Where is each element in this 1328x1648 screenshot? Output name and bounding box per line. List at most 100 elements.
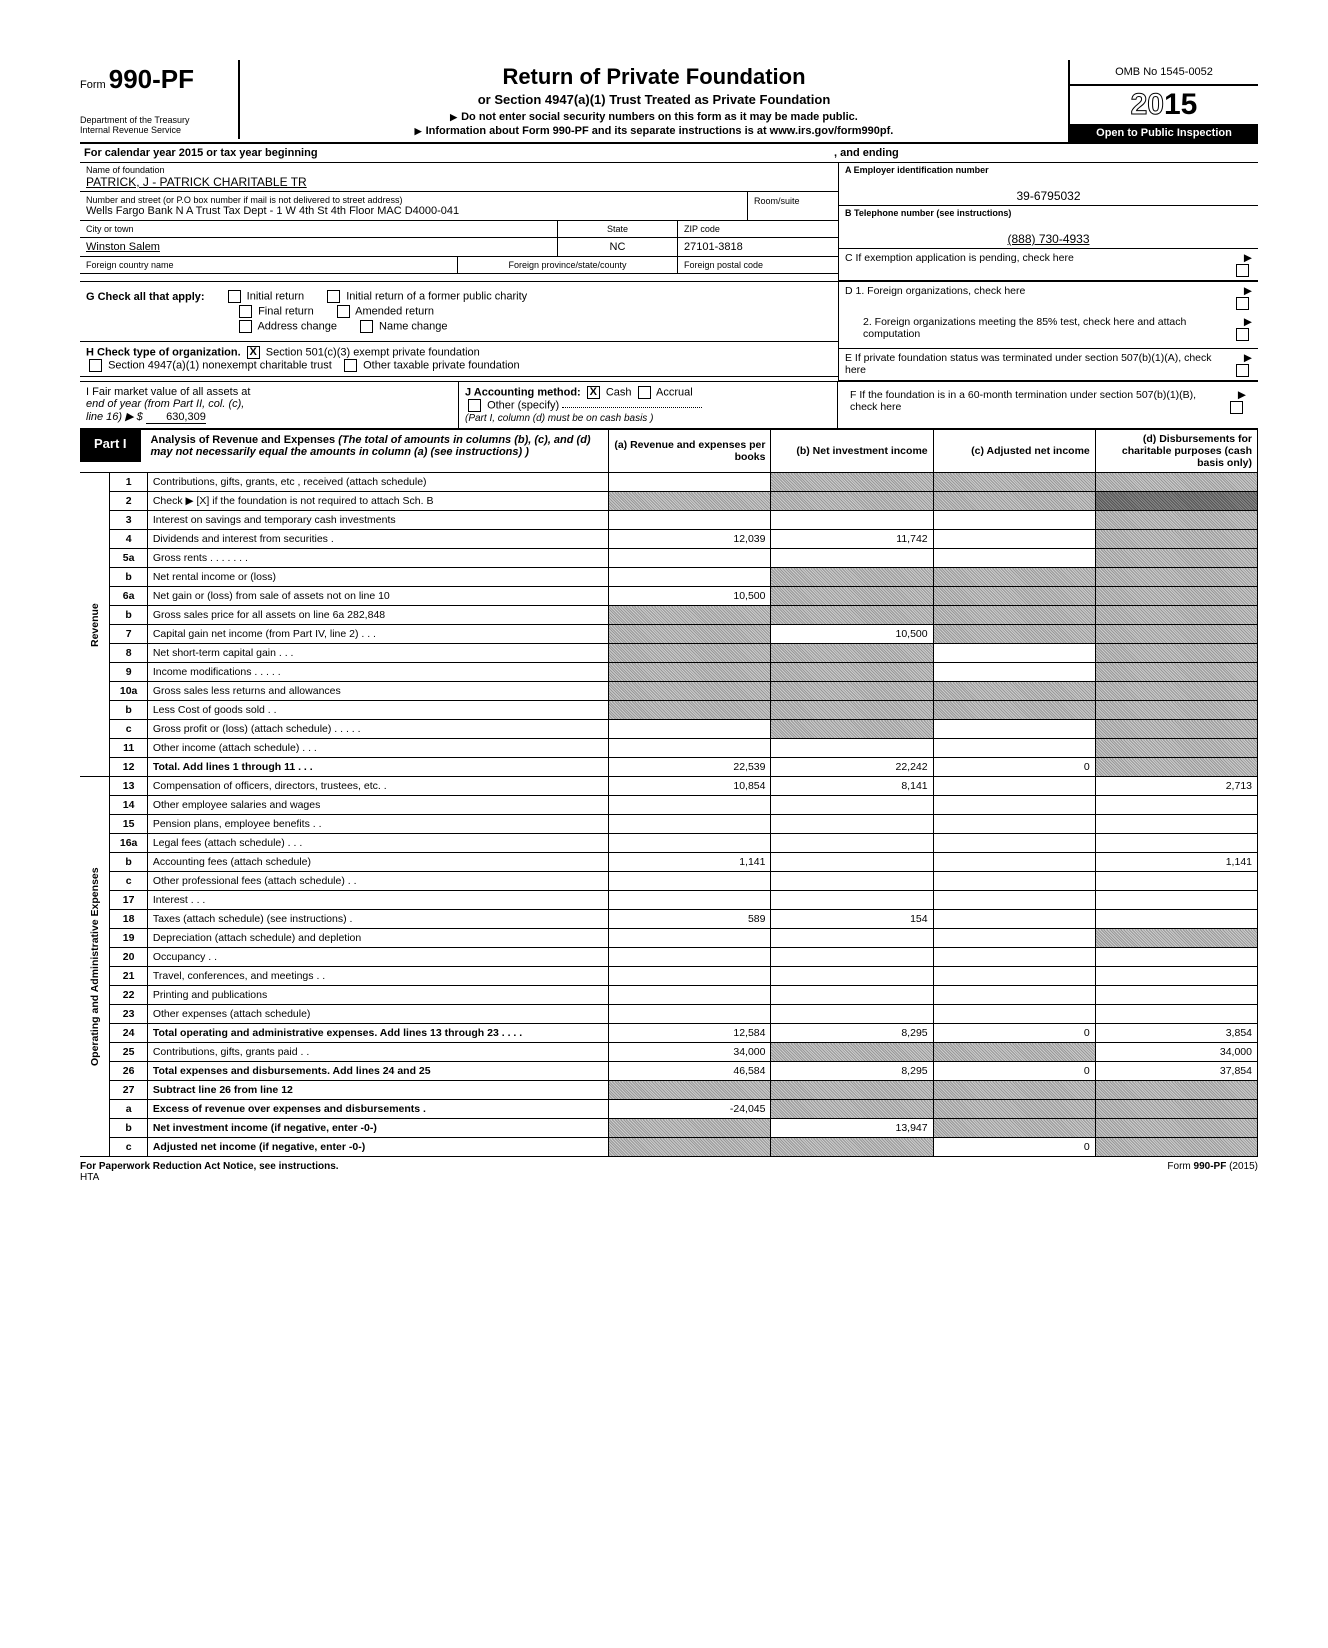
box-c: C If exemption application is pending, c… (839, 249, 1258, 281)
city-val: Winston Salem (80, 238, 558, 256)
row-desc: Interest . . . (147, 891, 609, 910)
f-lbl: F If the foundation is in a 60-month ter… (850, 389, 1220, 414)
row-number: c (110, 872, 147, 891)
row-number: b (110, 1119, 147, 1138)
cell-a: 34,000 (609, 1043, 771, 1062)
cell-a (609, 1138, 771, 1157)
cell-a (609, 1119, 771, 1138)
section-ij: I Fair market value of all assets at end… (80, 382, 1258, 429)
g-amended-cb[interactable] (337, 305, 350, 318)
row-desc: Net short-term capital gain . . . (147, 644, 609, 663)
phone-val: (888) 730-4933 (845, 218, 1252, 246)
g-initial-former-cb[interactable] (327, 290, 340, 303)
table-row: 4Dividends and interest from securities … (80, 530, 1258, 549)
cell-d (1095, 492, 1257, 511)
row-desc: Legal fees (attach schedule) . . . (147, 834, 609, 853)
form-note2: Information about Form 990-PF and its se… (248, 125, 1060, 137)
room-lbl: Room/suite (754, 196, 800, 206)
g-amended: Amended return (355, 305, 434, 317)
dept-row: Department of the Treasury Internal Reve… (80, 95, 230, 135)
d2-checkbox[interactable] (1236, 328, 1249, 341)
cell-b (771, 568, 933, 587)
table-row: 9Income modifications . . . . . (80, 663, 1258, 682)
table-row: cAdjusted net income (if negative, enter… (80, 1138, 1258, 1157)
cell-c (933, 625, 1095, 644)
cell-b (771, 1138, 933, 1157)
cell-c (933, 834, 1095, 853)
cell-c (933, 1043, 1095, 1062)
j-accrual-cb[interactable] (638, 386, 651, 399)
cell-b (771, 606, 933, 625)
j-other-cb[interactable] (468, 399, 481, 412)
g-initial-cb[interactable] (228, 290, 241, 303)
g-final-cb[interactable] (239, 305, 252, 318)
h-other-cb[interactable] (344, 359, 357, 372)
ein-row: A Employer identification number 39-6795… (839, 163, 1258, 206)
cell-d (1095, 701, 1257, 720)
row-number: 9 (110, 663, 147, 682)
i-line3: line 16) ▶ $ (86, 411, 143, 423)
cell-b: 10,500 (771, 625, 933, 644)
cell-d (1095, 473, 1257, 492)
cell-d (1095, 1005, 1257, 1024)
part1-desc: Analysis of Revenue and Expenses (The to… (141, 430, 609, 462)
row-number: b (110, 701, 147, 720)
h-4947-cb[interactable] (89, 359, 102, 372)
cell-d (1095, 872, 1257, 891)
cell-c (933, 796, 1095, 815)
row-desc: Gross profit or (loss) (attach schedule)… (147, 720, 609, 739)
table-row: 22Printing and publications (80, 986, 1258, 1005)
row-desc: Contributions, gifts, grants, etc , rece… (147, 473, 609, 492)
d1-checkbox[interactable] (1236, 297, 1249, 310)
row-number: 6a (110, 587, 147, 606)
cell-d (1095, 625, 1257, 644)
section-i: I Fair market value of all assets at end… (80, 382, 459, 428)
form-note1: Do not enter social security numbers on … (248, 111, 1060, 123)
j-cash: Cash (606, 386, 632, 398)
cell-a (609, 606, 771, 625)
f-checkbox[interactable] (1230, 401, 1243, 414)
cell-a (609, 663, 771, 682)
g-addr-cb[interactable] (239, 320, 252, 333)
e-checkbox[interactable] (1236, 364, 1249, 377)
entity-right: A Employer identification number 39-6795… (838, 163, 1258, 281)
row-number: 11 (110, 739, 147, 758)
table-row: 25Contributions, gifts, grants paid . .3… (80, 1043, 1258, 1062)
cell-d (1095, 530, 1257, 549)
table-row: 2Check ▶ [X] if the foundation is not re… (80, 492, 1258, 511)
row-desc: Occupancy . . (147, 948, 609, 967)
table-row: 12Total. Add lines 1 through 11 . . .22,… (80, 758, 1258, 777)
box-e: E If private foundation status was termi… (839, 349, 1258, 381)
box-f: F If the foundation is in a 60-month ter… (838, 382, 1258, 428)
form-header-left: Form 990-PF Department of the Treasury I… (80, 60, 240, 139)
i-line2: end of year (from Part II, col. (c), (86, 398, 452, 410)
cell-b (771, 796, 933, 815)
g-name-cb[interactable] (360, 320, 373, 333)
table-row: 24Total operating and administrative exp… (80, 1024, 1258, 1043)
table-row: 23Other expenses (attach schedule) (80, 1005, 1258, 1024)
cell-d (1095, 891, 1257, 910)
row-desc: Capital gain net income (from Part IV, l… (147, 625, 609, 644)
row-desc: Gross rents . . . . . . . (147, 549, 609, 568)
row-desc: Contributions, gifts, grants paid . . (147, 1043, 609, 1062)
table-row: Revenue1Contributions, gifts, grants, et… (80, 473, 1258, 492)
table-row: aExcess of revenue over expenses and dis… (80, 1100, 1258, 1119)
form-title: Return of Private Foundation (248, 64, 1060, 90)
year-prefix: 20 (1131, 88, 1164, 121)
cell-b (771, 967, 933, 986)
i-value: 630,309 (146, 411, 206, 424)
table-row: 7Capital gain net income (from Part IV, … (80, 625, 1258, 644)
h-opt3: Other taxable private foundation (363, 359, 520, 371)
table-row: 27Subtract line 26 from line 12 (80, 1081, 1258, 1100)
row-number: 20 (110, 948, 147, 967)
cell-b: 22,242 (771, 758, 933, 777)
cell-b (771, 1100, 933, 1119)
h-501c3-cb[interactable] (247, 346, 260, 359)
j-cash-cb[interactable] (587, 386, 600, 399)
c-checkbox[interactable] (1236, 264, 1249, 277)
entity-left: Name of foundation PATRICK, J - PATRICK … (80, 163, 838, 281)
table-row: 26Total expenses and disbursements. Add … (80, 1062, 1258, 1081)
table-row: 20Occupancy . . (80, 948, 1258, 967)
cell-d (1095, 948, 1257, 967)
cell-d (1095, 815, 1257, 834)
